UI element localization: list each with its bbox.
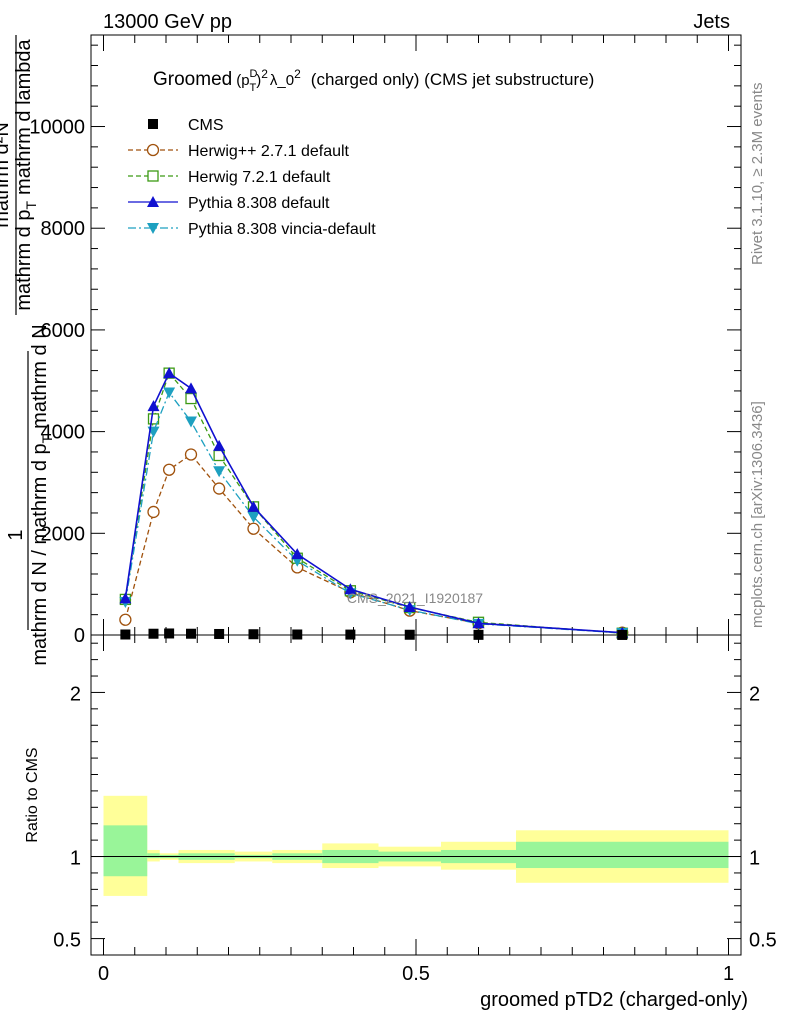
title-paren-open: ( [236,72,241,89]
series-point-3-9 [472,617,485,629]
main-ytick-label: 4000 [41,422,86,444]
analysis-watermark: CMS_2021_I1920187 [347,590,483,606]
stat-uncertainty-band-1 [147,853,160,859]
series-point-4-4 [213,466,226,478]
legend: CMS Herwig++ 2.7.1 default Herwig 7.2.1 de… [128,117,376,238]
series-point-2-1 [147,413,160,425]
main-ytick-label: 8000 [41,218,86,240]
ylabel-one: 1 [5,529,27,540]
title-prefix: Groomed [153,69,232,90]
xtick-label: 0.5 [402,963,430,985]
series-point-3-3 [185,382,197,394]
series-point-3-8 [403,601,416,613]
xtick-label: 1 [723,963,734,985]
plot-title: Groomed (pD T)2 λ_02 (charged only) (CMS jet… [153,67,594,94]
title-T: T [250,82,257,94]
series-point-4-5 [247,512,260,524]
title-rest: λ_0 [270,72,294,89]
header-right: Jets [693,11,730,33]
legend-marker-3 [147,196,159,207]
title-paren-close: ) [256,72,261,89]
ratio-ytick-label-right: 2 [749,683,760,705]
series-point-0-1 [148,628,159,639]
header-left: 13000 GeV pp [103,11,232,33]
series-point-0-4 [214,628,225,639]
series-point-1-4 [212,482,226,495]
legend-marker-1 [146,143,160,157]
series-point-3-4 [213,439,226,451]
ratio-y-label: Ratio to CMS [24,747,41,842]
ratio-ytick-label-right: 0.5 [749,930,777,952]
series-point-1-0 [119,613,132,626]
title-p: p [241,72,249,89]
ylabel-num: mathrm d²N [0,122,13,228]
series-point-1-3 [184,448,198,461]
ratio-panel-frame [90,634,742,956]
main-ytick-label: 6000 [41,320,86,342]
legend-entry-2: Herwig 7.2.1 default [128,169,331,186]
series-1 [119,448,629,639]
series-point-0-6 [292,629,303,640]
legend-entry-1: Herwig++ 2.7.1 default [128,143,350,160]
main-y-label: 1 mathrm d N / mathrm d pTmathrm d N mat… [0,35,55,666]
series-point-3-5 [247,500,260,512]
legend-entry-4: Pythia 8.308 vincia-default [128,221,376,238]
main-ytick-label: 10000 [29,117,85,139]
ylabel-den: mathrm d N / mathrm d pTmathrm d N [29,324,55,665]
main-ytick-label: 2000 [41,523,86,545]
main-y-axis: 0 2000 4000 6000 8000 10000 [29,44,741,647]
legend-marker-4 [147,223,159,234]
legend-entry-0: CMS [148,117,224,134]
series-point-0-0 [120,629,131,640]
ratio-ytick-label-left: 1 [70,848,81,870]
series-0 [120,628,628,640]
series-3 [119,367,629,638]
legend-entry-3: Pythia 8.308 default [128,195,330,212]
ratio-ytick-label-left: 0.5 [53,930,81,952]
x-axis: 0 0.5 1 [98,35,734,985]
legend-label-4: Pythia 8.308 vincia-default [188,221,376,238]
series-point-0-9 [473,629,484,640]
ratio-y-axis: 0.5 0.5 1 1 2 2 [53,642,777,952]
series-point-1-5 [247,522,260,535]
legend-label-2: Herwig 7.2.1 default [188,169,331,186]
rivet-version-label: Rivet 3.1.10, ≥ 2.3M events [749,83,766,266]
legend-label-0: CMS [188,117,224,134]
series-point-0-10 [617,629,628,640]
series-point-4-3 [185,416,197,428]
ratio-ytick-label-right: 1 [749,848,760,870]
mcplots-label: mcplots.cern.ch [arXiv:1306.3436] [749,401,766,628]
title-D: D [250,68,258,80]
legend-label-3: Pythia 8.308 default [188,195,330,212]
title-suffix: (charged only) (CMS jet substructure) [311,70,594,89]
stat-uncertainty-band-0 [103,825,148,877]
xtick-label: 0 [98,963,109,985]
ratio-bands [103,795,729,896]
series-point-3-0 [119,592,132,604]
main-ytick-label: 0 [74,625,85,647]
series-layer [119,367,629,640]
series-point-3-2 [163,367,176,379]
series-point-0-2 [164,628,175,639]
series-point-3-1 [147,400,160,412]
series-point-1-2 [162,463,176,476]
series-point-0-7 [345,629,356,640]
legend-marker-2 [147,170,159,182]
series-point-3-7 [344,583,357,595]
title-rest-exp: 2 [294,67,301,81]
stat-uncertainty-band-10 [516,841,729,869]
ylabel-num-den: mathrm d pTmathrm d lambda [13,38,39,310]
series-point-0-8 [404,629,415,640]
title-exp: 2 [261,67,268,81]
x-axis-label: groomed pTD2 (charged-only) [480,989,748,1011]
ratio-ytick-label-left: 2 [70,683,81,705]
series-point-0-3 [186,628,196,639]
series-point-3-6 [291,548,304,560]
series-point-1-1 [147,505,160,519]
legend-marker-0 [148,119,158,129]
legend-label-1: Herwig++ 2.7.1 default [188,143,350,160]
series-point-4-2 [163,387,176,399]
series-point-0-5 [248,629,259,640]
